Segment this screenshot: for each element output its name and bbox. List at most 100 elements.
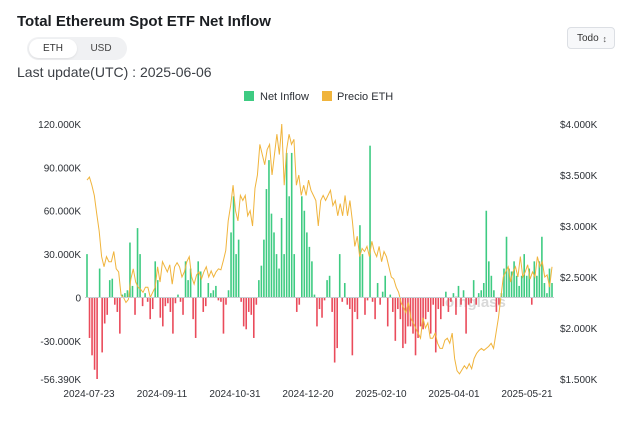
- net-inflow-bar: [124, 293, 126, 298]
- y-left-tick-label: -30.000K: [40, 337, 81, 348]
- net-inflow-bar: [156, 280, 159, 298]
- y-right-tick-label: $2.000K: [560, 324, 598, 335]
- net-inflow-bar: [343, 283, 346, 298]
- net-inflow-bar: [129, 242, 131, 298]
- net-inflow-bar: [450, 297, 452, 302]
- net-inflow-bar: [341, 297, 344, 302]
- net-inflow-bar: [255, 297, 258, 305]
- net-inflow-bar: [354, 297, 356, 312]
- net-inflow-bar: [440, 297, 442, 320]
- net-inflow-bar: [331, 297, 333, 312]
- net-inflow-bar: [548, 268, 551, 298]
- net-inflow-bar: [290, 152, 293, 298]
- net-inflow-bar: [141, 297, 144, 307]
- net-inflow-bar: [541, 236, 543, 298]
- net-inflow-bar: [116, 297, 119, 312]
- y-left-tick-label: 120.000K: [38, 120, 81, 131]
- net-inflow-bar: [159, 297, 162, 318]
- net-inflow-bar: [429, 297, 432, 334]
- net-inflow-bar: [384, 275, 387, 298]
- net-inflow-bar: [93, 297, 96, 370]
- legend: Net Inflow Precio ETH: [244, 91, 393, 103]
- x-tick-label: 2024-12-20: [282, 389, 334, 400]
- net-inflow-bar: [349, 297, 351, 310]
- y-right-tick-label: $3.500K: [560, 171, 598, 182]
- net-inflow-bar: [162, 297, 164, 327]
- net-inflow-bar: [285, 152, 288, 298]
- net-inflow-bar: [230, 232, 232, 298]
- net-inflow-bar: [525, 275, 528, 298]
- net-inflow-bar: [528, 268, 531, 298]
- net-inflow-bar: [417, 297, 419, 338]
- net-inflow-bar: [404, 297, 407, 344]
- net-inflow-bar: [167, 297, 169, 304]
- x-tick-label: 2024-09-11: [137, 389, 188, 400]
- legend-label-net-inflow[interactable]: Net Inflow: [260, 91, 309, 103]
- net-inflow-bar: [88, 297, 91, 338]
- net-inflow-bar: [538, 261, 541, 298]
- net-inflow-bar: [457, 285, 460, 298]
- net-inflow-bar: [493, 290, 495, 298]
- net-inflow-bar: [192, 297, 194, 320]
- net-inflow-bar: [467, 297, 470, 305]
- net-inflow-bar: [252, 297, 255, 338]
- net-inflow-bar: [427, 297, 429, 312]
- net-inflow-bar: [184, 261, 187, 298]
- net-inflow-bar: [301, 196, 303, 298]
- net-inflow-bar: [98, 268, 101, 298]
- net-inflow-bar: [407, 297, 409, 327]
- net-inflow-bar: [318, 297, 321, 310]
- unit-eth-button[interactable]: ETH: [29, 39, 77, 58]
- range-select[interactable]: Todo ↕: [567, 27, 615, 49]
- net-inflow-bar: [136, 228, 139, 298]
- net-inflow-bar: [258, 280, 260, 298]
- net-inflow-bar: [442, 297, 445, 307]
- y-right-tick-label: $3.000K: [560, 222, 598, 233]
- net-inflow-bar: [210, 293, 212, 298]
- net-inflow-bar: [240, 297, 242, 302]
- net-inflow-bar: [111, 278, 114, 298]
- net-inflow-bar: [151, 297, 154, 310]
- y-right-tick-label: $2.500K: [560, 273, 598, 284]
- net-inflow-bar: [505, 236, 508, 298]
- net-inflow-bar: [273, 232, 275, 298]
- chart-title: Total Ethereum Spot ETF Net Inflow: [17, 13, 271, 30]
- net-inflow-bar: [371, 297, 374, 302]
- net-inflow-bar: [250, 297, 253, 315]
- net-inflow-bar: [222, 297, 225, 334]
- net-inflow-bar: [518, 285, 520, 298]
- net-inflow-bar: [498, 297, 500, 305]
- x-tick-label: 2025-05-21: [501, 389, 553, 400]
- net-inflow-bar: [462, 290, 465, 298]
- net-inflow-bar: [278, 268, 280, 298]
- net-inflow-bar: [452, 293, 455, 298]
- net-inflow-bar: [169, 297, 172, 312]
- net-inflow-bar: [207, 283, 210, 298]
- net-inflow-bar: [220, 297, 222, 302]
- legend-swatch-price: [322, 91, 332, 101]
- unit-usd-button[interactable]: USD: [90, 43, 112, 54]
- net-inflow-bar: [336, 297, 338, 349]
- net-inflow-bar: [328, 275, 331, 298]
- x-tick-label: 2024-10-31: [209, 389, 261, 400]
- legend-label-price[interactable]: Precio ETH: [337, 91, 393, 103]
- net-inflow-bar: [313, 294, 316, 298]
- net-inflow-bar: [480, 290, 483, 298]
- net-inflow-bar: [212, 290, 215, 298]
- net-inflow-bar: [432, 297, 435, 305]
- net-inflow-bar: [189, 268, 192, 298]
- unit-toggle: ETH USD: [27, 37, 127, 60]
- net-inflow-bar: [523, 254, 525, 298]
- x-tick-label: 2024-07-23: [63, 389, 115, 400]
- net-inflow-bar: [323, 297, 326, 301]
- net-inflow-bar: [326, 280, 328, 298]
- net-inflow-bar: [187, 280, 189, 298]
- net-inflow-bar: [199, 271, 202, 298]
- net-inflow-bar: [488, 261, 490, 298]
- net-inflow-bar: [306, 232, 308, 298]
- axis-ticks: 120.000K 90.000K 60.000K 30.000K 0 -30.000K -5…: [38, 120, 597, 400]
- chevron-updown-icon: ↕: [602, 34, 608, 44]
- net-inflow-bar: [268, 160, 270, 298]
- net-inflow-bar: [338, 254, 341, 298]
